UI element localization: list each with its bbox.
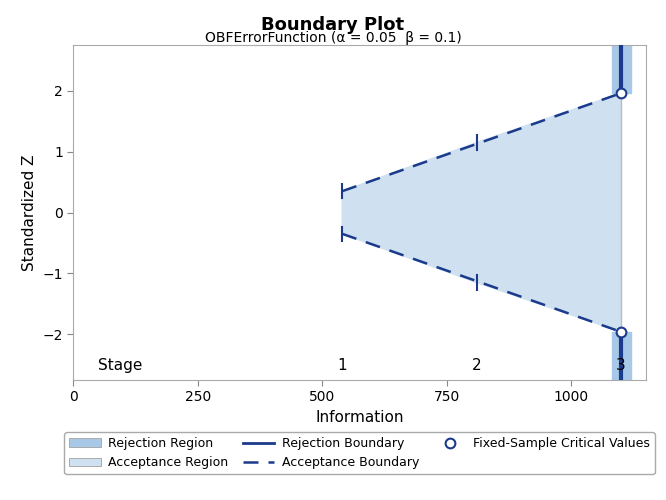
Text: Boundary Plot: Boundary Plot bbox=[262, 16, 404, 34]
Text: 3: 3 bbox=[616, 358, 626, 374]
Text: 1: 1 bbox=[338, 358, 347, 374]
Text: 2: 2 bbox=[472, 358, 482, 374]
Polygon shape bbox=[342, 93, 621, 332]
Y-axis label: Standardized Z: Standardized Z bbox=[22, 154, 37, 271]
Text: OBFErrorFunction (α = 0.05  β = 0.1): OBFErrorFunction (α = 0.05 β = 0.1) bbox=[204, 31, 462, 45]
Legend: Rejection Region, Acceptance Region, Rejection Boundary, Acceptance Boundary, Fi: Rejection Region, Acceptance Region, Rej… bbox=[65, 432, 655, 474]
Text: Stage: Stage bbox=[98, 358, 143, 374]
X-axis label: Information: Information bbox=[316, 410, 404, 425]
